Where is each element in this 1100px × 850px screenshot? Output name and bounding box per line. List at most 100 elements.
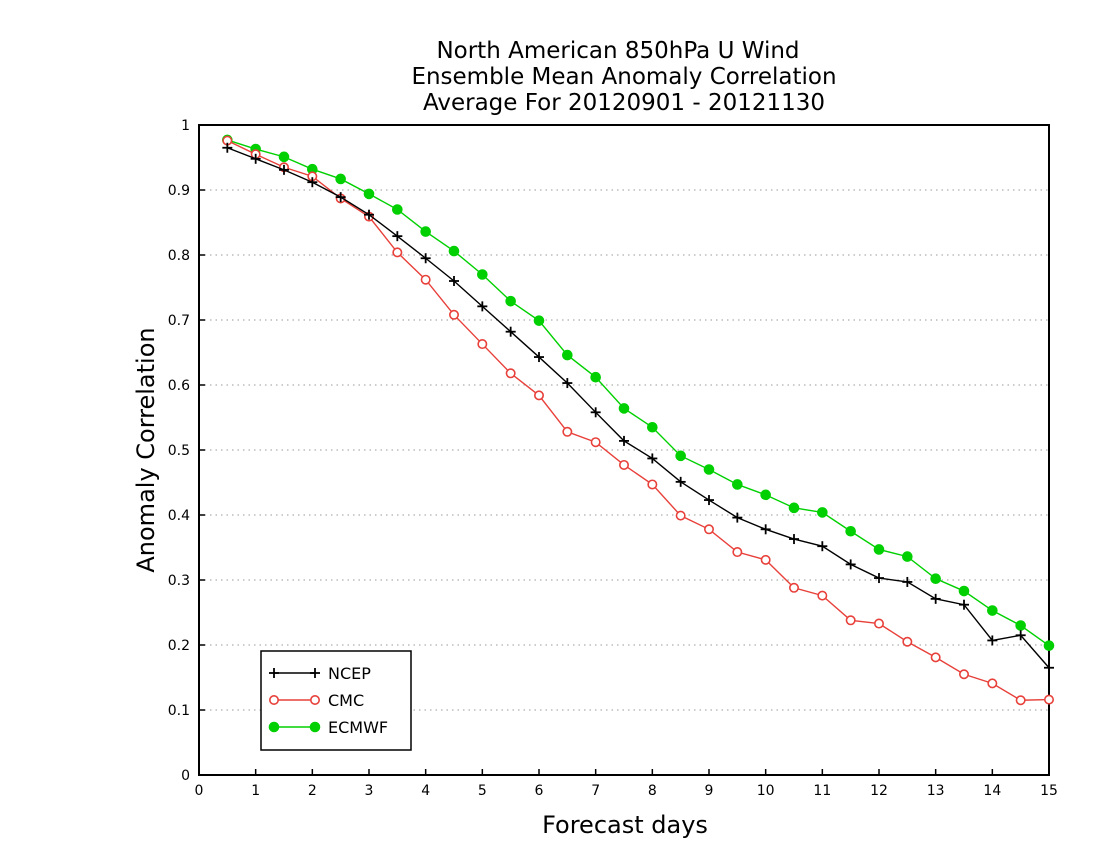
point-cmc bbox=[562, 426, 573, 437]
point-cmc bbox=[618, 459, 629, 470]
point-cmc bbox=[788, 582, 799, 593]
legend-entry-cmc: CMC bbox=[268, 691, 364, 710]
point-ncep bbox=[845, 559, 856, 570]
point-ncep bbox=[222, 142, 233, 153]
legend-marker-cmc bbox=[309, 694, 320, 705]
point-cmc bbox=[902, 636, 913, 647]
point-cmc bbox=[703, 524, 714, 535]
point-ncep bbox=[930, 593, 941, 604]
point-ncep bbox=[279, 164, 289, 175]
point-ncep bbox=[789, 534, 799, 545]
point-ncep bbox=[420, 253, 431, 264]
point-ecmwf bbox=[788, 502, 800, 514]
point-cmc bbox=[732, 547, 743, 558]
point-ncep bbox=[449, 276, 459, 286]
legend-entry-ecmwf: ECMWF bbox=[268, 718, 388, 737]
point-ncep bbox=[477, 301, 488, 312]
point-ecmwf bbox=[930, 573, 941, 585]
point-ncep bbox=[675, 476, 686, 487]
series-line-ncep bbox=[227, 147, 1050, 669]
point-ecmwf bbox=[618, 403, 630, 414]
point-ncep bbox=[392, 231, 403, 242]
point-ncep bbox=[364, 209, 374, 220]
x-axis-ticks: 0 1 2 3 4 5 6 7 8 9 10 11 12 13 14 15 bbox=[195, 769, 1058, 799]
point-ncep bbox=[505, 326, 516, 337]
point-ecmwf bbox=[335, 173, 346, 185]
point-ncep bbox=[619, 435, 629, 446]
point-ecmwf bbox=[1015, 620, 1026, 631]
y-tick-label: 0.6 bbox=[168, 378, 190, 394]
x-tick-label: 4 bbox=[421, 783, 430, 799]
series-ecmwf bbox=[222, 134, 1055, 651]
point-ncep bbox=[874, 573, 884, 584]
title-line-1: North American 850hPa U Wind bbox=[436, 38, 799, 64]
point-cmc bbox=[533, 390, 544, 401]
point-ecmwf bbox=[420, 226, 431, 237]
point-ecmwf bbox=[590, 371, 601, 383]
x-tick-label: 10 bbox=[757, 783, 775, 799]
series-line-cmc bbox=[227, 139, 1050, 701]
point-ncep bbox=[335, 192, 346, 203]
legend-label-ecmwf: ECMWF bbox=[328, 718, 388, 737]
point-cmc bbox=[873, 618, 884, 629]
point-ecmwf bbox=[958, 585, 970, 597]
x-tick-label: 6 bbox=[535, 783, 544, 799]
x-tick-label: 13 bbox=[927, 783, 945, 799]
point-ecmwf bbox=[562, 349, 573, 361]
x-tick-label: 7 bbox=[591, 783, 600, 799]
y-axis-ticks: 0 0.1 0.2 0.3 0.4 0.5 0.6 0.7 0.8 0.9 1 bbox=[168, 118, 205, 784]
point-cmc bbox=[1015, 695, 1026, 706]
x-axis-label: Forecast days bbox=[542, 811, 708, 839]
series-layer bbox=[222, 134, 1055, 706]
point-ecmwf bbox=[278, 151, 290, 163]
point-ncep bbox=[250, 153, 261, 164]
y-tick-label: 0.4 bbox=[168, 508, 190, 524]
x-tick-label: 8 bbox=[648, 783, 657, 799]
point-ncep bbox=[902, 576, 913, 587]
point-ncep bbox=[1044, 662, 1054, 673]
point-cmc bbox=[420, 274, 431, 285]
point-ecmwf bbox=[675, 450, 686, 462]
x-tick-label: 3 bbox=[365, 783, 374, 799]
point-ncep bbox=[817, 541, 828, 552]
x-tick-label: 0 bbox=[195, 783, 204, 799]
y-tick-label: 0 bbox=[181, 768, 190, 784]
point-cmc bbox=[647, 479, 658, 490]
point-ecmwf bbox=[477, 269, 488, 280]
x-tick-label: 11 bbox=[813, 783, 831, 799]
point-cmc bbox=[505, 368, 516, 379]
point-ncep bbox=[732, 512, 743, 523]
title-line-3: Average For 20120901 - 20121130 bbox=[423, 90, 825, 116]
title-line-2: Ensemble Mean Anomaly Correlation bbox=[411, 64, 836, 90]
point-ecmwf bbox=[448, 245, 460, 257]
series-line-ecmwf bbox=[227, 139, 1050, 647]
y-tick-label: 0.2 bbox=[168, 638, 190, 654]
x-tick-label: 12 bbox=[870, 783, 888, 799]
point-ecmwf bbox=[987, 605, 998, 616]
point-ecmwf bbox=[505, 295, 516, 307]
point-cmc bbox=[392, 247, 403, 258]
point-ncep bbox=[562, 378, 573, 389]
legend-marker-ncep bbox=[310, 668, 320, 678]
legend-label-cmc: CMC bbox=[328, 691, 364, 710]
point-ecmwf bbox=[873, 544, 885, 555]
x-tick-label: 2 bbox=[308, 783, 317, 799]
point-cmc bbox=[987, 678, 998, 689]
point-cmc bbox=[760, 554, 771, 565]
point-cmc bbox=[930, 652, 941, 663]
point-ncep bbox=[590, 407, 601, 418]
x-tick-label: 1 bbox=[251, 783, 260, 799]
chart-title: North American 850hPa U Wind Ensemble Me… bbox=[411, 38, 836, 116]
x-tick-label: 5 bbox=[478, 783, 487, 799]
y-axis-label: Anomaly Correlation bbox=[132, 327, 160, 572]
y-tick-label: 0.1 bbox=[168, 703, 190, 719]
y-tick-label: 1 bbox=[181, 118, 190, 134]
gridlines bbox=[199, 189, 1049, 711]
point-cmc bbox=[675, 510, 686, 521]
y-tick-label: 0.3 bbox=[168, 573, 190, 589]
point-ncep bbox=[987, 635, 998, 646]
point-ecmwf bbox=[817, 507, 828, 518]
series-ncep bbox=[222, 142, 1054, 673]
x-tick-label: 15 bbox=[1040, 783, 1058, 799]
